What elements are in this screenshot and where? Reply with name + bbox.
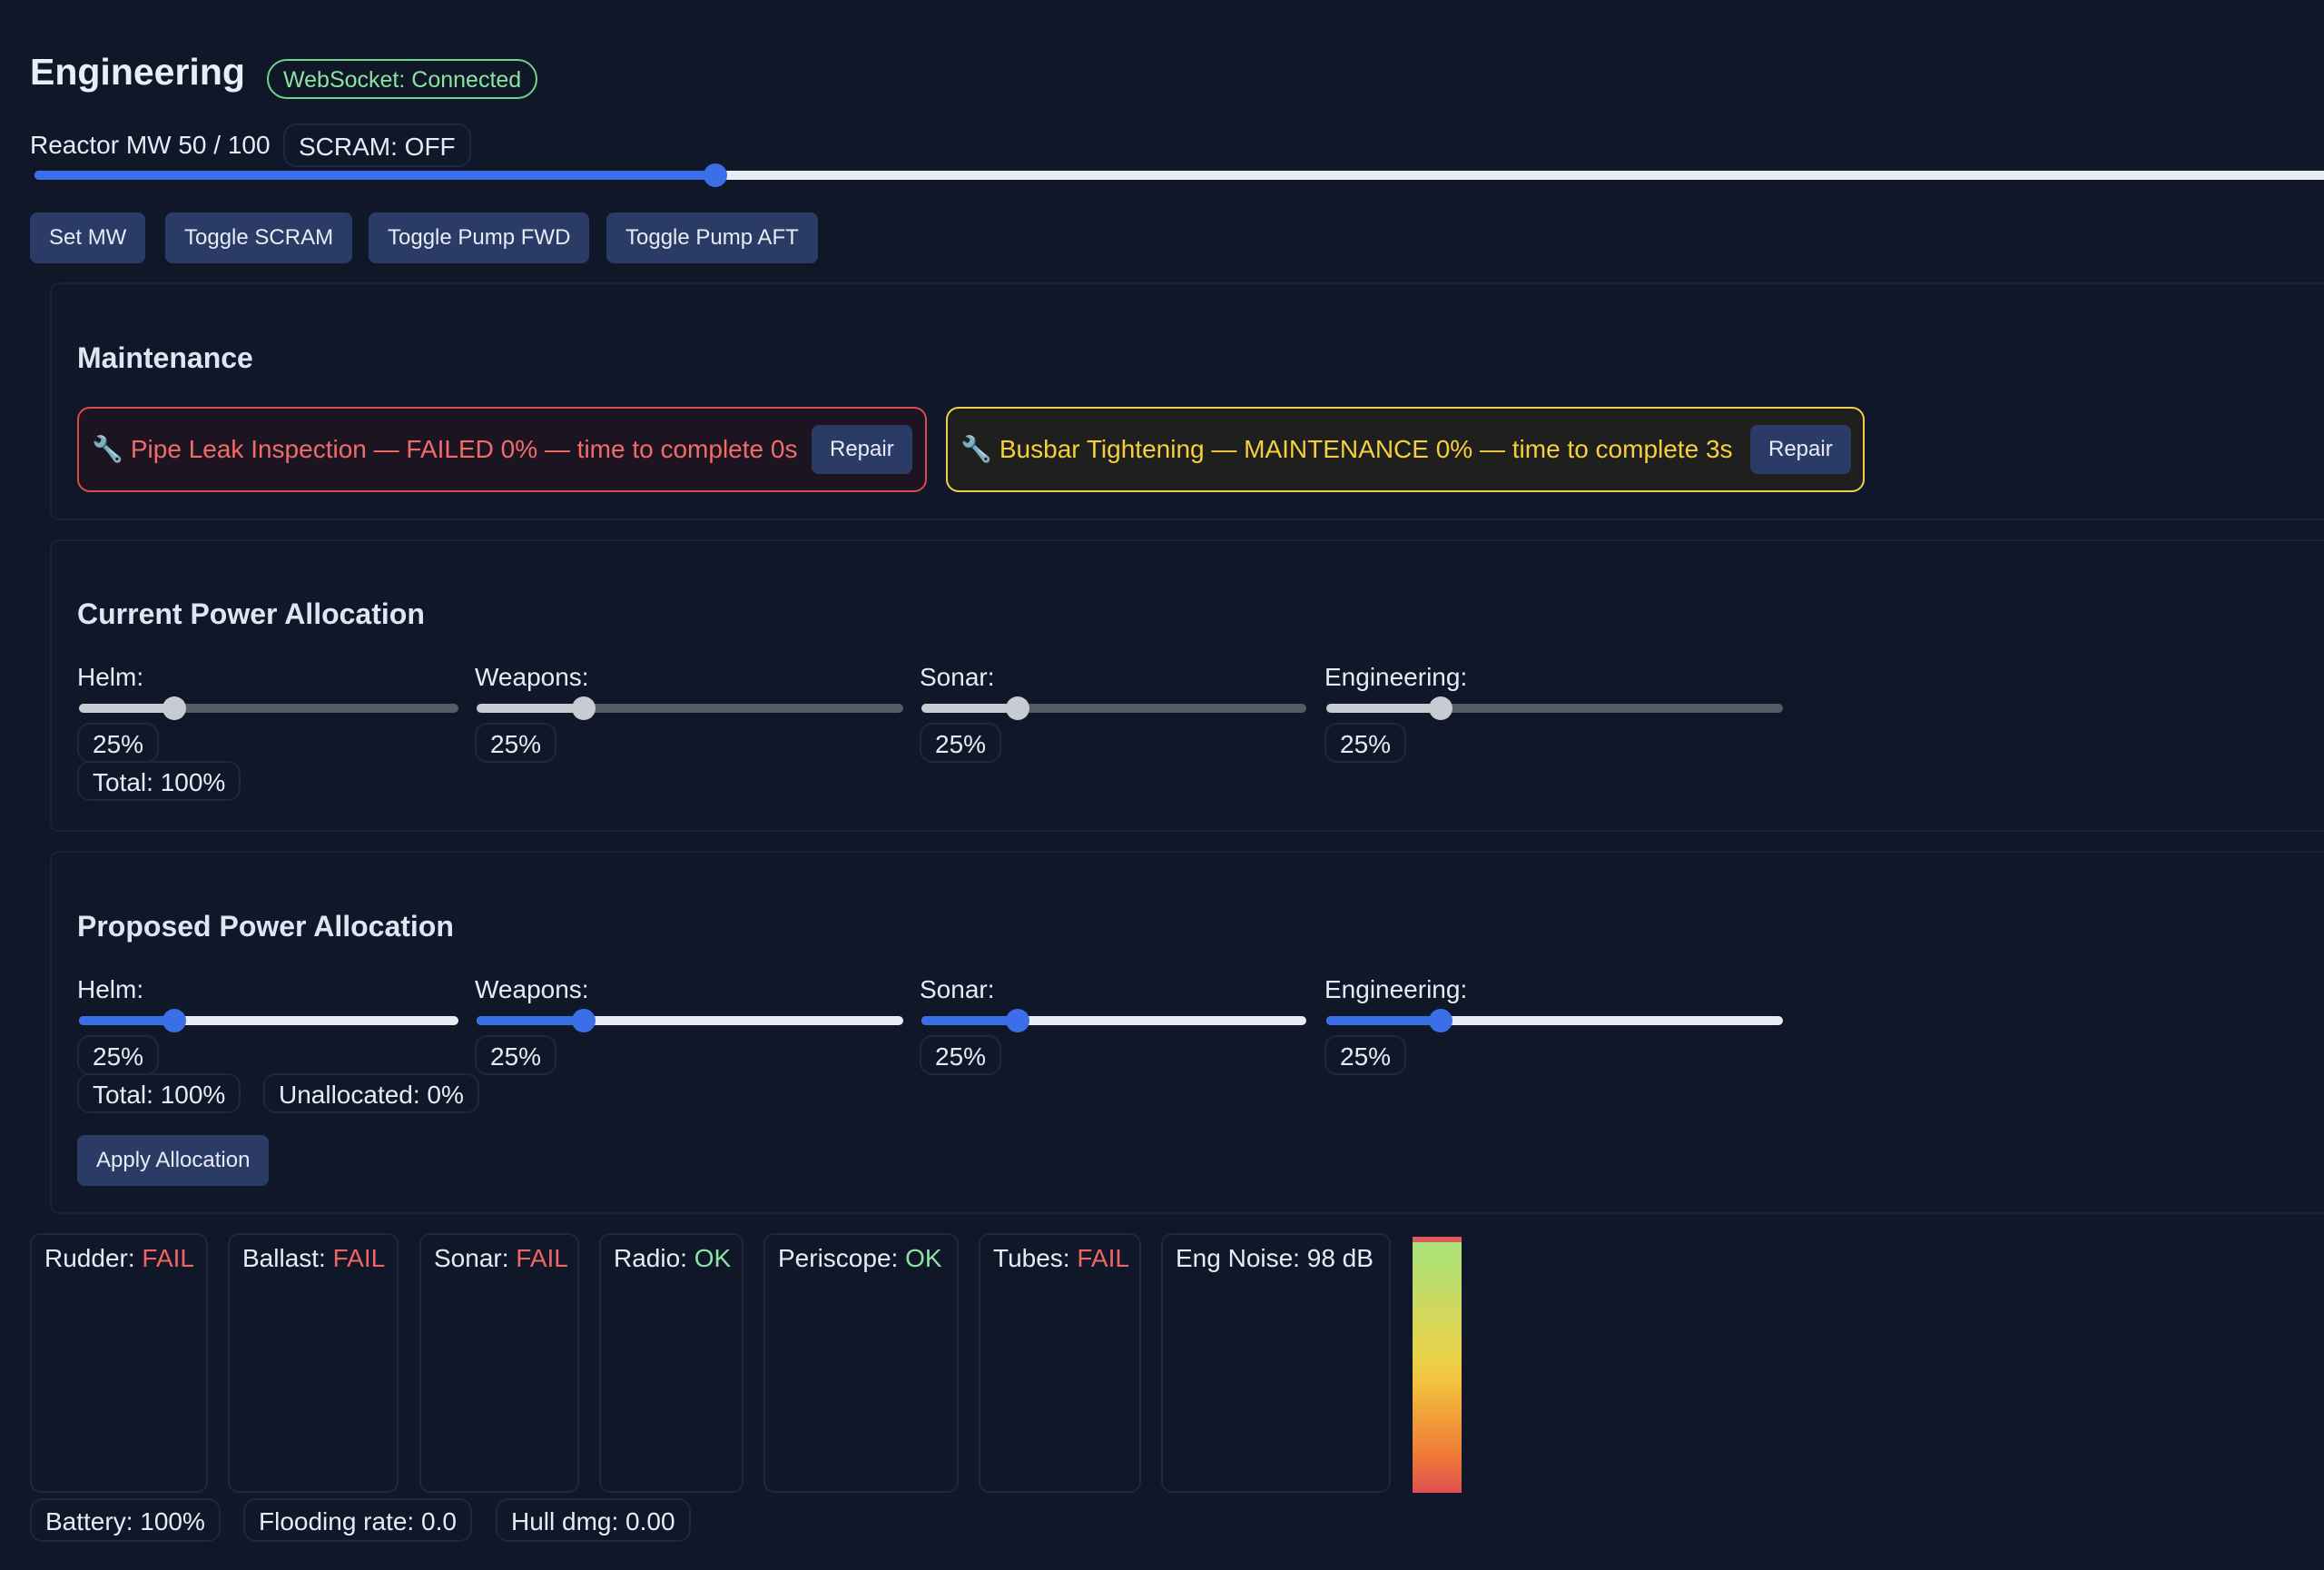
- system-radio: Radio: OK: [599, 1233, 743, 1493]
- proposed-total: Total: 100%: [77, 1073, 241, 1113]
- toggle-pump-aft-button[interactable]: Toggle Pump AFT: [606, 212, 818, 263]
- helm-label: Helm:: [77, 663, 144, 691]
- proposed-power-title: Proposed Power Allocation: [77, 910, 454, 943]
- proposed-power-panel: [50, 851, 2324, 1214]
- engineering-label: Engineering:: [1324, 975, 1468, 1003]
- proposed-engineering-value: 25%: [1324, 1035, 1407, 1075]
- system-rudder: Rudder: FAIL: [30, 1233, 208, 1493]
- status-badge: FAIL: [332, 1244, 386, 1272]
- proposed-helm-value: 25%: [77, 1035, 160, 1075]
- system-sonar: Sonar: FAIL: [419, 1233, 579, 1493]
- reactor-mw-label: Reactor MW 50 / 100: [30, 131, 271, 159]
- maintenance-task-text: Busbar Tightening — MAINTENANCE 0% — tim…: [999, 435, 1733, 463]
- current-total: Total: 100%: [77, 761, 241, 801]
- maintenance-task-text: Pipe Leak Inspection — FAILED 0% — time …: [130, 435, 798, 463]
- system-label: Sonar:: [434, 1244, 517, 1272]
- system-tubes: Tubes: FAIL: [979, 1233, 1141, 1493]
- system-ballast: Ballast: FAIL: [228, 1233, 399, 1493]
- system-label: Periscope:: [778, 1244, 906, 1272]
- proposed-sonar-value: 25%: [920, 1035, 1002, 1075]
- unallocated: Unallocated: 0%: [263, 1073, 479, 1113]
- system-periscope: Periscope: OK: [763, 1233, 959, 1493]
- current-power-title: Current Power Allocation: [77, 597, 425, 630]
- repair-button[interactable]: Repair: [812, 425, 912, 474]
- flooding-rate: Flooding rate: 0.0: [243, 1498, 472, 1542]
- page-title: Engineering: [30, 51, 245, 93]
- maintenance-task-busbar: 🔧 Busbar Tightening — MAINTENANCE 0% — ti…: [946, 407, 1865, 492]
- maintenance-title: Maintenance: [77, 341, 253, 374]
- weapons-label: Weapons:: [475, 663, 589, 691]
- current-weapons-value: 25%: [475, 723, 557, 763]
- wrench-icon: 🔧: [92, 435, 123, 463]
- repair-button[interactable]: Repair: [1750, 425, 1851, 474]
- status-badge: FAIL: [142, 1244, 194, 1272]
- reactor-mw-slider-thumb[interactable]: [704, 163, 728, 187]
- proposed-engineering-slider[interactable]: [1326, 1009, 1783, 1032]
- hull-damage: Hull dmg: 0.00: [496, 1498, 691, 1542]
- eng-noise-panel: Eng Noise: 98 dB: [1161, 1233, 1391, 1493]
- status-badge: OK: [905, 1244, 942, 1272]
- proposed-weapons-slider[interactable]: [477, 1009, 903, 1032]
- weapons-label: Weapons:: [475, 975, 589, 1003]
- proposed-helm-slider[interactable]: [79, 1009, 458, 1032]
- maintenance-panel: [50, 282, 2324, 520]
- proposed-sonar-slider[interactable]: [921, 1009, 1306, 1032]
- toggle-pump-fwd-button[interactable]: Toggle Pump FWD: [369, 212, 590, 263]
- system-label: Rudder:: [44, 1244, 143, 1272]
- proposed-weapons-value: 25%: [475, 1035, 557, 1075]
- apply-allocation-button[interactable]: Apply Allocation: [77, 1135, 270, 1186]
- reactor-mw-slider-fill: [34, 171, 716, 180]
- status-badge: FAIL: [516, 1244, 568, 1272]
- helm-label: Helm:: [77, 975, 144, 1003]
- current-engineering-value: 25%: [1324, 723, 1407, 763]
- system-label: Radio:: [614, 1244, 694, 1272]
- status-badge: FAIL: [1077, 1244, 1129, 1272]
- system-label: Ballast:: [242, 1244, 333, 1272]
- reactor-mw-slider[interactable]: [34, 163, 2324, 187]
- websocket-status-badge: WebSocket: Connected: [267, 59, 538, 99]
- toggle-scram-button[interactable]: Toggle SCRAM: [165, 212, 353, 263]
- eng-noise-meter: [1413, 1237, 1462, 1493]
- battery-status: Battery: 100%: [30, 1498, 221, 1542]
- current-helm-slider: [79, 696, 458, 720]
- status-badge: OK: [694, 1244, 732, 1272]
- eng-noise-label: Eng Noise: 98 dB: [1176, 1244, 1374, 1272]
- wrench-icon: 🔧: [960, 435, 992, 463]
- maintenance-task-pipe-leak: 🔧 Pipe Leak Inspection — FAILED 0% — time…: [77, 407, 927, 492]
- current-engineering-slider: [1326, 696, 1783, 720]
- current-helm-value: 25%: [77, 723, 160, 763]
- engineering-label: Engineering:: [1324, 663, 1468, 691]
- current-sonar-value: 25%: [920, 723, 1002, 763]
- current-weapons-slider: [477, 696, 903, 720]
- sonar-label: Sonar:: [920, 663, 995, 691]
- current-power-panel: [50, 539, 2324, 832]
- set-mw-button[interactable]: Set MW: [30, 212, 146, 263]
- sonar-label: Sonar:: [920, 975, 995, 1003]
- system-label: Tubes:: [993, 1244, 1078, 1272]
- current-sonar-slider: [921, 696, 1306, 720]
- scram-status: SCRAM: OFF: [283, 123, 471, 167]
